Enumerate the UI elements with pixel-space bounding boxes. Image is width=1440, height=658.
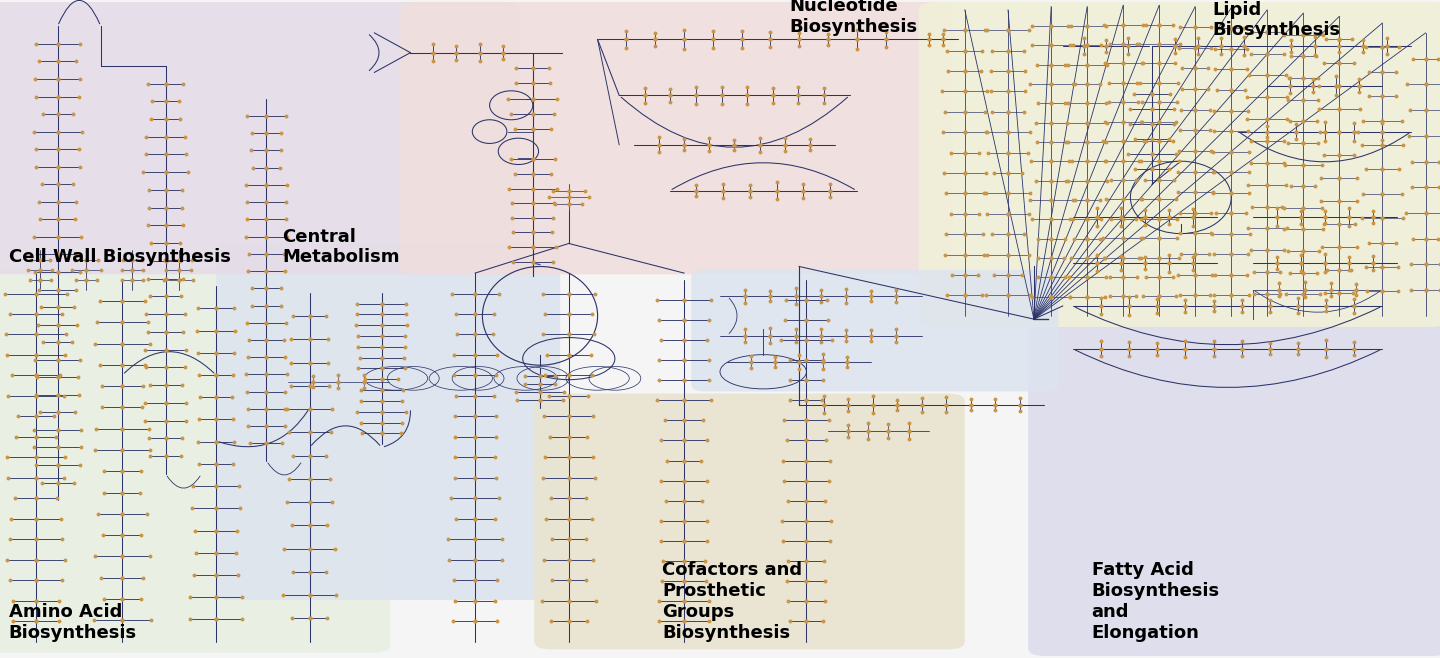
FancyBboxPatch shape <box>919 2 1440 327</box>
Text: Nucleotide
Biosynthesis: Nucleotide Biosynthesis <box>789 0 917 36</box>
Text: Lipid
Biosynthesis: Lipid Biosynthesis <box>1212 1 1341 39</box>
Text: Cofactors and
Prosthetic
Groups
Biosynthesis: Cofactors and Prosthetic Groups Biosynth… <box>662 561 802 642</box>
Text: Fatty Acid
Biosynthesis
and
Elongation: Fatty Acid Biosynthesis and Elongation <box>1092 561 1220 642</box>
FancyBboxPatch shape <box>0 268 390 653</box>
FancyBboxPatch shape <box>216 242 560 600</box>
FancyBboxPatch shape <box>0 2 520 274</box>
FancyBboxPatch shape <box>400 2 953 274</box>
Text: Central
Metabolism: Central Metabolism <box>282 228 400 266</box>
FancyBboxPatch shape <box>691 270 1058 392</box>
Text: Cell Wall Biosynthesis: Cell Wall Biosynthesis <box>9 249 230 266</box>
Text: Amino Acid
Biosynthesis: Amino Acid Biosynthesis <box>9 603 137 642</box>
FancyBboxPatch shape <box>534 393 965 649</box>
FancyBboxPatch shape <box>1028 245 1440 656</box>
